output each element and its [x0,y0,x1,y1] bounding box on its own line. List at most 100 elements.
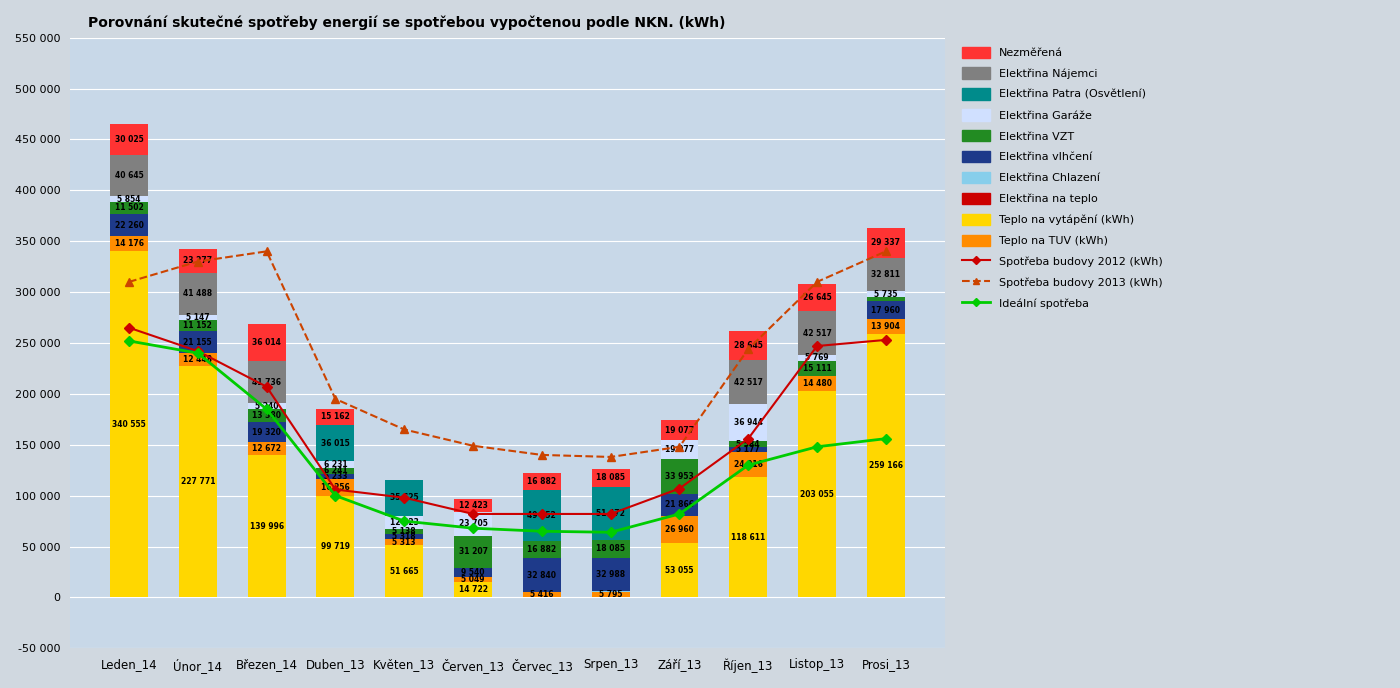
Text: 118 611: 118 611 [731,533,766,541]
Bar [524,541,561,559]
Bar [454,577,491,583]
Bar [729,331,767,361]
Text: 13 380: 13 380 [252,411,281,420]
Text: 14 176: 14 176 [115,239,144,248]
Bar [111,251,148,597]
Bar [524,559,561,592]
Text: 16 882: 16 882 [528,546,556,555]
Bar [179,332,217,353]
Bar [179,249,217,272]
Bar [454,499,491,512]
Text: 32 988: 32 988 [596,570,626,579]
Bar [385,539,423,545]
Text: 16 256: 16 256 [321,483,350,492]
Bar [524,491,561,541]
Text: 53 055: 53 055 [665,566,693,575]
Bar [385,545,423,597]
Text: 19 077: 19 077 [665,445,694,454]
Text: Porovnání skutečné spotřeby energií se spotřebou vypočtenou podle NKN. (kWh): Porovnání skutečné spotřeby energií se s… [88,15,725,30]
Bar [661,494,699,516]
Bar [248,455,286,597]
Text: 36 944: 36 944 [734,418,763,427]
Text: 5 049: 5 049 [461,575,484,584]
Text: 203 055: 203 055 [801,490,834,499]
Bar [867,297,904,301]
Bar [592,558,630,592]
Bar [454,583,491,597]
Bar [729,441,767,447]
Bar [798,355,836,361]
Text: 36 015: 36 015 [321,438,350,447]
Text: 19 320: 19 320 [252,428,281,437]
Text: 9 540: 9 540 [461,568,484,577]
Bar [316,474,354,480]
Text: 5 240: 5 240 [255,402,279,411]
Text: 36 014: 36 014 [252,338,281,347]
Bar [454,536,491,568]
Text: 30 025: 30 025 [115,135,143,144]
Text: 5 313: 5 313 [392,537,416,547]
Bar [111,124,148,155]
Bar [867,291,904,297]
Bar [729,447,767,452]
Text: 259 166: 259 166 [869,461,903,470]
Bar [729,361,767,404]
Text: 18 085: 18 085 [596,473,626,482]
Bar [111,237,148,251]
Bar [729,477,767,597]
Bar [385,534,423,539]
Text: 139 996: 139 996 [249,522,284,530]
Bar [867,301,904,319]
Text: 41 488: 41 488 [183,289,213,298]
Bar [385,529,423,534]
Text: 5 318: 5 318 [392,533,416,541]
Text: 49 952: 49 952 [528,511,556,520]
Bar [524,473,561,491]
Bar [248,409,286,422]
Text: 12 423: 12 423 [389,518,419,527]
Bar [248,403,286,409]
Bar [385,516,423,529]
Bar [798,284,836,312]
Bar [592,469,630,487]
Bar [316,424,354,462]
Text: 14 480: 14 480 [802,379,832,388]
Text: 42 517: 42 517 [734,378,763,387]
Text: 23 277: 23 277 [183,256,213,265]
Bar [385,480,423,516]
Text: 35 625: 35 625 [391,493,419,502]
Bar [111,202,148,214]
Bar [798,361,836,376]
Bar [592,487,630,539]
Text: 31 207: 31 207 [459,547,487,556]
Bar [111,196,148,202]
Text: 13 904: 13 904 [871,322,900,331]
Bar [248,442,286,455]
Bar [316,462,354,468]
Bar [592,592,630,597]
Text: 32 840: 32 840 [528,570,556,580]
Text: 5 854: 5 854 [118,195,141,204]
Bar [454,568,491,577]
Text: 40 645: 40 645 [115,171,143,180]
Text: 21 155: 21 155 [183,338,213,347]
Bar [316,480,354,496]
Bar [867,258,904,291]
Text: 24 016: 24 016 [734,460,763,469]
Text: 26 960: 26 960 [665,525,694,534]
Bar [179,315,217,320]
Text: 5 147: 5 147 [186,313,210,322]
Text: 5 584: 5 584 [736,440,760,449]
Text: 340 555: 340 555 [112,420,146,429]
Text: 17 960: 17 960 [871,306,900,315]
Text: 21 866: 21 866 [665,500,694,509]
Bar [661,516,699,544]
Bar [316,409,354,424]
Text: 42 517: 42 517 [802,329,832,338]
Bar [798,391,836,597]
Bar [798,376,836,391]
Bar [729,452,767,477]
Text: 41 736: 41 736 [252,378,281,387]
Bar [867,334,904,597]
Text: 28 645: 28 645 [734,341,763,350]
